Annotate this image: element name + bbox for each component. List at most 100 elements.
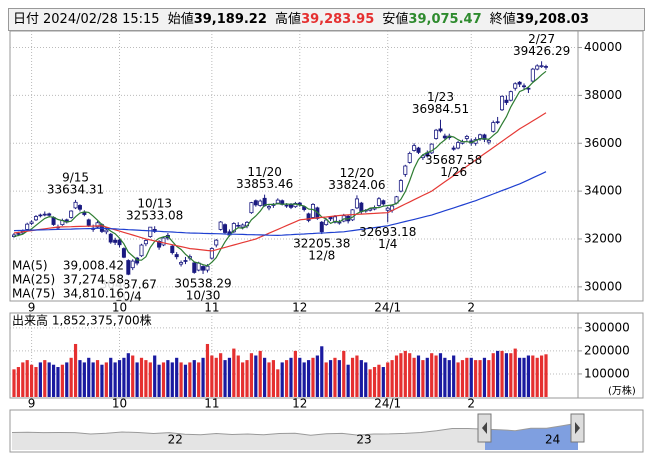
y-tick-label: 300000 xyxy=(584,320,630,334)
volume-bar xyxy=(161,362,166,397)
volume-bar xyxy=(306,360,311,397)
annotation-date: 9/15 xyxy=(62,170,89,184)
annotation-value: 39426.29 xyxy=(513,44,570,58)
volume-bar xyxy=(342,350,346,397)
legend-value: 34,810.16 xyxy=(63,287,124,301)
volume-bar xyxy=(408,353,412,397)
low-value: 39,075.47 xyxy=(408,12,482,27)
volume-bar xyxy=(148,362,152,397)
candle-body xyxy=(451,147,456,150)
candle-body xyxy=(95,222,100,228)
volume-bar xyxy=(469,357,473,397)
candle-body xyxy=(456,142,461,149)
volume-bar xyxy=(232,348,236,397)
volume-panel xyxy=(9,312,644,399)
candle-body xyxy=(231,223,236,233)
volume-bar xyxy=(126,353,130,397)
volume-bar xyxy=(289,357,293,397)
y-tick-label: 38000 xyxy=(584,88,622,102)
candle-body xyxy=(526,87,531,90)
high-value: 39,283.95 xyxy=(301,12,375,27)
annotation-value: 32205.38 xyxy=(293,237,350,251)
candle-body xyxy=(108,233,113,243)
x-tick-label: 2 xyxy=(467,301,475,315)
x-tick-label: 12 xyxy=(292,301,307,315)
candle-body xyxy=(385,207,390,211)
volume-bar xyxy=(412,357,416,397)
annotation-date: 11/20 xyxy=(247,165,282,179)
volume-bar xyxy=(518,357,522,397)
volume-bar xyxy=(276,369,280,397)
annotation-value: 33634.31 xyxy=(47,182,104,196)
ma-line xyxy=(13,171,547,237)
volume-bar xyxy=(284,360,289,397)
candle-body xyxy=(209,248,214,259)
navigator-window-area xyxy=(485,423,578,450)
annotation-value: 33853.46 xyxy=(236,177,293,191)
volume-bar xyxy=(122,357,126,397)
volume-bar xyxy=(390,360,394,397)
y-tick-label: 32000 xyxy=(584,231,622,245)
candle-body xyxy=(218,221,223,230)
candle-body xyxy=(126,260,131,275)
volume-bar xyxy=(315,355,319,397)
volume-bar xyxy=(293,350,297,397)
navigator-label: 24 xyxy=(545,433,560,447)
candle-body xyxy=(517,81,522,85)
high-label: 高値 xyxy=(275,12,302,27)
candle-body xyxy=(306,213,311,221)
candle-body xyxy=(192,262,197,273)
x-tick-label: 9 xyxy=(28,397,36,411)
candle-body xyxy=(544,66,549,68)
candle-body xyxy=(33,216,38,221)
quote-header: 日付 2024/02/28 15:15 始値39,189.22 高値39,283.… xyxy=(8,8,645,31)
volume-bar xyxy=(236,355,240,397)
volume-bar xyxy=(443,357,447,397)
volume-bar xyxy=(131,355,135,397)
volume-bar xyxy=(535,357,539,397)
y-tick-label: 36000 xyxy=(584,136,622,150)
volume-bar xyxy=(179,362,183,397)
legend-name: MA(5) xyxy=(12,259,48,273)
volume-bar xyxy=(267,362,271,397)
annotation-value: 35687.58 xyxy=(425,153,482,167)
navigator-label: 23 xyxy=(356,433,371,447)
candle-body xyxy=(240,224,245,228)
volume-bar xyxy=(324,362,328,397)
volume-bar xyxy=(491,353,495,397)
volume-bar xyxy=(60,364,64,397)
candle-body xyxy=(77,205,82,210)
candle-body xyxy=(73,201,78,209)
candle-body xyxy=(69,210,74,218)
annotation-value: 30538.29 xyxy=(174,276,231,290)
volume-bar xyxy=(522,357,526,397)
volume-bar xyxy=(201,357,205,397)
volume-bar xyxy=(425,357,429,397)
volume-bar xyxy=(320,346,324,397)
annotation-value: 33824.06 xyxy=(328,178,385,192)
candle-body xyxy=(214,239,219,246)
volume-bar xyxy=(188,362,192,397)
volume-bar xyxy=(298,357,302,397)
y-tick-label: 200000 xyxy=(584,343,630,357)
volume-bar xyxy=(166,360,170,397)
volume-bar xyxy=(38,362,42,397)
volume-bar xyxy=(73,343,78,397)
candle-body xyxy=(196,262,201,271)
candle-body xyxy=(328,217,333,220)
candle-body xyxy=(51,217,56,225)
close-label: 終値 xyxy=(489,12,516,27)
y-tick-label: 100000 xyxy=(584,366,630,380)
candle-body xyxy=(130,260,135,269)
y-tick-label: 40000 xyxy=(584,40,622,54)
volume-bar xyxy=(91,362,95,397)
volume-bar xyxy=(104,362,108,397)
legend-box xyxy=(11,258,125,300)
ma-line xyxy=(13,112,547,252)
volume-bar xyxy=(214,357,218,397)
candle-body xyxy=(201,266,206,271)
candle-body xyxy=(29,221,34,224)
volume-bar xyxy=(504,353,509,397)
candle-body xyxy=(434,129,439,139)
